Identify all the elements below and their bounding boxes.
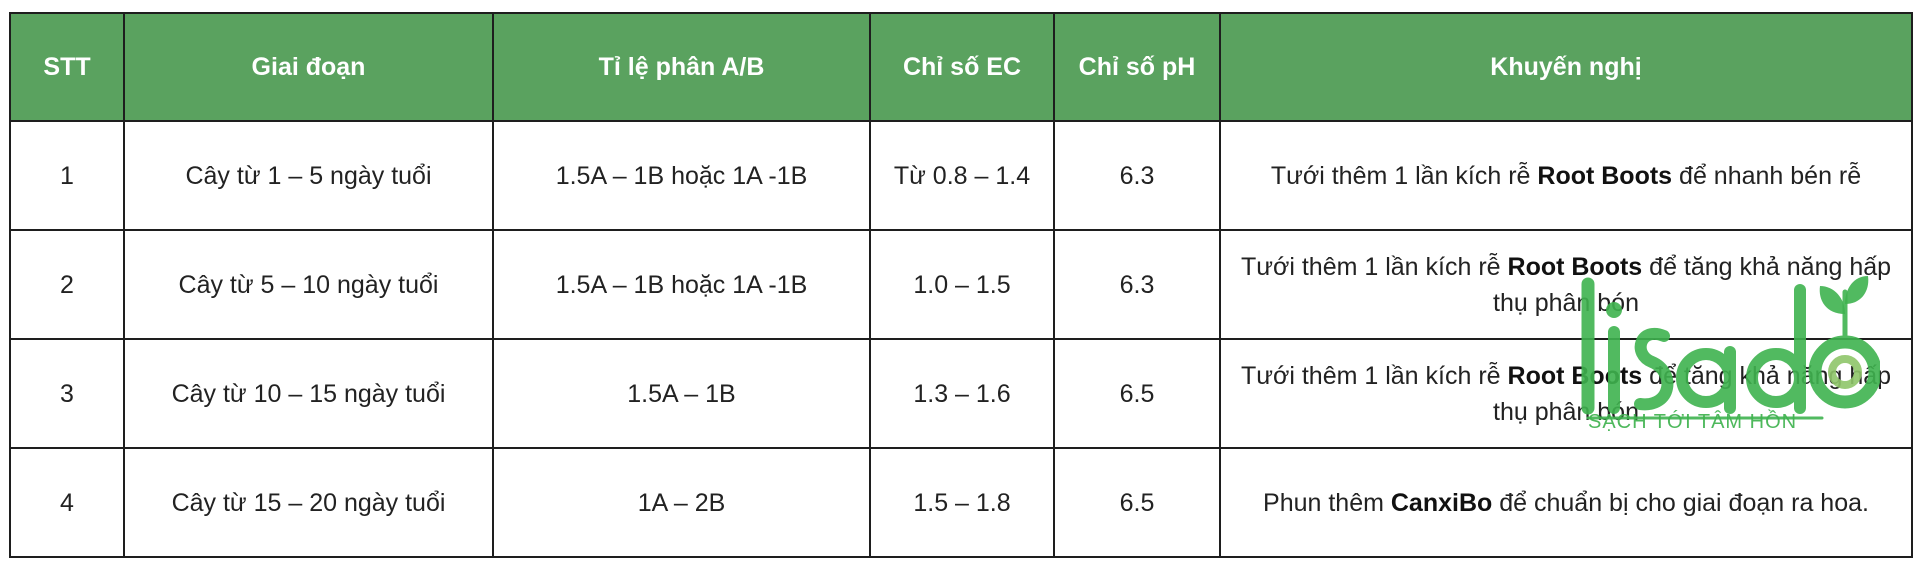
cell-recommendation: Tưới thêm 1 lần kích rễ Root Boots để nh…	[1219, 120, 1913, 231]
cell-stage: Cây từ 15 – 20 ngày tuổi	[123, 447, 494, 558]
table-row: 3 Cây từ 10 – 15 ngày tuổi 1.5A – 1B 1.3…	[9, 338, 1913, 449]
cell-ec: 1.3 – 1.6	[869, 338, 1055, 449]
cell-recommendation: Tưới thêm 1 lần kích rễ Root Boots để tă…	[1219, 229, 1913, 340]
table-row: 4 Cây từ 15 – 20 ngày tuổi 1A – 2B 1.5 –…	[9, 447, 1913, 558]
table-row: 2 Cây từ 5 – 10 ngày tuổi 1.5A – 1B hoặc…	[9, 229, 1913, 340]
cell-stage: Cây từ 10 – 15 ngày tuổi	[123, 338, 494, 449]
cell-ec: 1.5 – 1.8	[869, 447, 1055, 558]
rec-text-pre: Tưới thêm 1 lần kích rễ	[1270, 161, 1538, 190]
table-header-row: STT Giai đoạn Tỉ lệ phân A/B Chỉ số EC C…	[9, 12, 1913, 122]
hydroponic-schedule-table: STT Giai đoạn Tỉ lệ phân A/B Chỉ số EC C…	[9, 12, 1913, 558]
table-row: 1 Cây từ 1 – 5 ngày tuổi 1.5A – 1B hoặc …	[9, 120, 1913, 231]
rec-text-pre: Phun thêm	[1263, 488, 1391, 517]
cell-ratio: 1.5A – 1B hoặc 1A -1B	[492, 229, 871, 340]
cell-stt: 2	[9, 229, 125, 340]
cell-recommendation: Phun thêm CanxiBo để chuẩn bị cho giai đ…	[1219, 447, 1913, 558]
cell-ph: 6.3	[1053, 229, 1221, 340]
header-recommendation: Khuyến nghị	[1219, 12, 1913, 122]
cell-stage: Cây từ 5 – 10 ngày tuổi	[123, 229, 494, 340]
cell-stt: 3	[9, 338, 125, 449]
cell-ratio: 1A – 2B	[492, 447, 871, 558]
rec-product-name: Root Boots	[1537, 161, 1673, 190]
rec-text-post: để nhanh bén rễ	[1672, 161, 1862, 190]
cell-ph: 6.5	[1053, 447, 1221, 558]
header-stage: Giai đoạn	[123, 12, 494, 122]
cell-stage: Cây từ 1 – 5 ngày tuổi	[123, 120, 494, 231]
cell-ratio: 1.5A – 1B hoặc 1A -1B	[492, 120, 871, 231]
cell-ph: 6.5	[1053, 338, 1221, 449]
rec-text-post: để chuẩn bị cho giai đoạn ra hoa.	[1492, 488, 1869, 517]
rec-product-name: Root Boots	[1507, 252, 1643, 281]
rec-product-name: CanxiBo	[1390, 488, 1493, 517]
table-container: STT Giai đoạn Tỉ lệ phân A/B Chỉ số EC C…	[9, 12, 1913, 558]
cell-ec: 1.0 – 1.5	[869, 229, 1055, 340]
rec-text-pre: Tưới thêm 1 lần kích rễ	[1240, 252, 1508, 281]
cell-ph: 6.3	[1053, 120, 1221, 231]
header-ratio: Tỉ lệ phân A/B	[492, 12, 871, 122]
cell-stt: 4	[9, 447, 125, 558]
header-stt: STT	[9, 12, 125, 122]
rec-product-name: Root Boots	[1507, 361, 1643, 390]
cell-recommendation: Tưới thêm 1 lần kích rễ Root Boots để tă…	[1219, 338, 1913, 449]
cell-stt: 1	[9, 120, 125, 231]
header-ph: Chỉ số pH	[1053, 12, 1221, 122]
cell-ec: Từ 0.8 – 1.4	[869, 120, 1055, 231]
rec-text-pre: Tưới thêm 1 lần kích rễ	[1240, 361, 1508, 390]
cell-ratio: 1.5A – 1B	[492, 338, 871, 449]
header-ec: Chỉ số EC	[869, 12, 1055, 122]
